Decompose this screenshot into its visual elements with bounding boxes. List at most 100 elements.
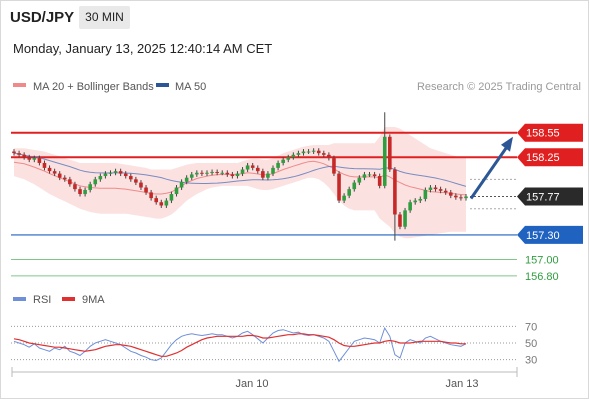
rsi-line — [13, 326, 467, 363]
candle-body — [281, 159, 285, 163]
rsi-panel: 70 50 30 — [11, 321, 537, 367]
candle-body — [372, 174, 377, 177]
time-tick-label: Jan 13 — [445, 378, 478, 390]
candle-body — [57, 173, 62, 178]
candle-body — [68, 179, 72, 185]
candle-body — [159, 202, 164, 206]
candle-body — [123, 173, 128, 177]
candle-body — [103, 173, 108, 177]
candle-body — [276, 162, 280, 168]
candle-body — [32, 158, 37, 160]
rsi-legend: RSI 9MA — [13, 294, 105, 306]
candle-body — [301, 151, 306, 154]
candle-body — [220, 172, 225, 174]
timestamp: Monday, January 13, 2025 12:40:14 AM CET — [13, 41, 273, 56]
rsi-tick-50: 50 — [525, 338, 537, 350]
candle-body — [413, 200, 418, 203]
candle-body — [398, 214, 402, 227]
candle-body — [200, 172, 204, 174]
candle-body — [12, 151, 16, 154]
candle-body — [73, 184, 77, 190]
candle-body — [327, 154, 331, 159]
candle-body — [321, 153, 326, 155]
candle-body — [134, 179, 138, 183]
time-tick-label: Jan 10 — [235, 378, 268, 390]
candle-body — [352, 182, 357, 190]
candle-body — [47, 167, 52, 172]
candle-body — [454, 195, 458, 198]
forecast-arrow-head — [501, 136, 513, 152]
candle-body — [139, 182, 143, 188]
candles — [12, 112, 468, 241]
candle-body — [22, 154, 26, 158]
candle-body — [306, 151, 311, 153]
candle-body — [443, 190, 448, 193]
candle-body — [311, 150, 316, 152]
candle-body — [113, 171, 118, 173]
candle-body — [448, 192, 453, 196]
candle-body — [195, 172, 199, 175]
candle-body — [408, 202, 412, 211]
current-price-tag — [517, 187, 583, 206]
rsi-legend-label: RSI — [33, 294, 51, 306]
candle-body — [215, 171, 219, 173]
candle-body — [423, 189, 428, 199]
candle-body — [337, 173, 341, 201]
chart-header: USD/JPY 30 MIN — [0, 0, 590, 34]
candle-body — [240, 169, 245, 174]
candle-body — [78, 189, 82, 195]
level-label-157.30: 157.30 — [526, 230, 560, 242]
level-label-157.00: 157.00 — [525, 254, 559, 266]
candle-body — [184, 177, 189, 182]
candle-body — [403, 210, 407, 227]
candle-body — [174, 187, 179, 195]
candle-body — [205, 172, 209, 174]
candle-body — [129, 176, 133, 180]
candle-body — [388, 136, 392, 170]
candle-body — [108, 172, 113, 174]
candle-body — [382, 136, 387, 186]
candle-body — [17, 153, 21, 155]
candle-body — [225, 172, 230, 175]
level-labels: 158.55 158.25 157.30 157.00 156.80 157.77 — [517, 123, 583, 283]
candle-body — [149, 192, 153, 199]
level-label-156.80: 156.80 — [525, 271, 559, 283]
rsi-ma-legend-swatch — [62, 297, 75, 301]
candle-body — [362, 174, 367, 178]
candle-body — [245, 165, 250, 170]
bollinger-band-area — [14, 127, 466, 239]
rsi-ma-legend-label: 9MA — [82, 294, 105, 306]
candle-body — [179, 181, 184, 188]
candle-body — [271, 167, 275, 174]
candle-body — [230, 174, 235, 177]
candle-body — [83, 189, 87, 195]
candle-body — [438, 189, 443, 191]
forecast-arrow-shaft — [469, 145, 509, 200]
candle-body — [154, 198, 159, 203]
candle-body — [144, 187, 148, 193]
candle-body — [37, 158, 42, 163]
current-price-label: 157.77 — [526, 191, 560, 203]
candle-body — [393, 169, 397, 215]
price-levels — [11, 131, 517, 277]
level-tag-157.30 — [517, 225, 583, 244]
ma50-legend-label: MA 50 — [175, 81, 206, 93]
candle-body — [367, 174, 372, 176]
candle-body — [189, 174, 194, 178]
candle-body — [377, 176, 382, 186]
candle-body — [164, 200, 169, 206]
candle-body — [52, 171, 57, 174]
level-label-158.55: 158.55 — [526, 128, 560, 140]
candle-body — [255, 167, 260, 172]
price-legend: MA 20 + Bollinger Bands MA 50 Research ©… — [13, 81, 581, 93]
candle-body — [418, 198, 423, 201]
rsi-tick-30: 30 — [525, 355, 537, 367]
candle-body — [235, 173, 240, 177]
candle-body — [357, 177, 362, 183]
timeframe-badge[interactable]: 30 MIN — [79, 6, 130, 29]
candle-body — [210, 171, 214, 173]
bollinger-band — [14, 127, 466, 239]
level-tag-158.25 — [517, 148, 583, 167]
